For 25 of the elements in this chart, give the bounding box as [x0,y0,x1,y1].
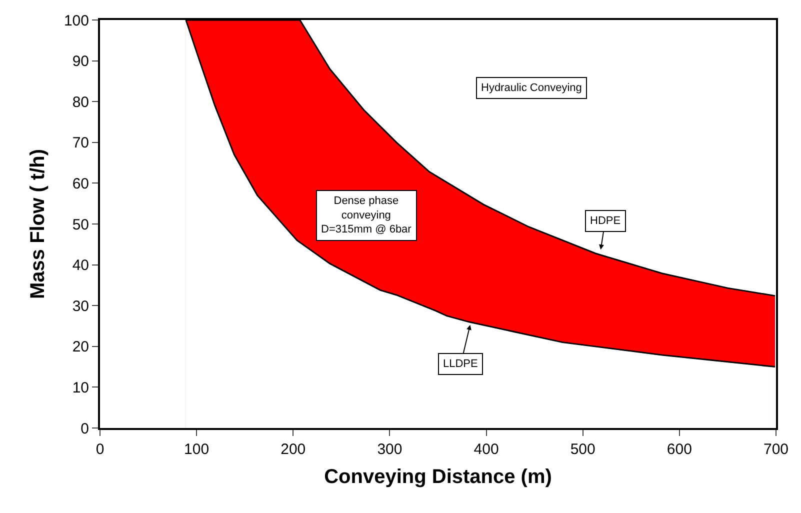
y-tick-label: 30 [72,298,89,315]
x-tick-label: 500 [570,441,596,458]
y-tick-label: 40 [72,257,89,274]
annotation: LLDPE [443,358,478,370]
x-tick-label: 0 [96,441,104,458]
y-tick-label: 60 [72,175,89,192]
annotation: Dense phase conveying D=315mm @ 6bar [321,195,412,236]
x-axis-title: Conveying Distance (m) [324,466,552,488]
x-tick-label: 700 [763,441,789,458]
y-tick-label: 0 [80,420,89,438]
x-tick-label: 400 [474,441,499,458]
x-tick-label: 300 [377,441,402,458]
annotation: HDPE [590,215,621,227]
x-tick-label: 200 [280,441,306,458]
y-tick-label: 90 [72,53,89,70]
x-tick-label: 100 [184,441,210,458]
x-tick-label: 600 [666,441,692,458]
y-tick-label: 80 [72,94,89,111]
y-tick-label: 100 [64,12,89,30]
y-tick-label: 20 [72,338,89,356]
y-tick-label: 70 [72,134,89,152]
y-tick-label: 10 [72,379,89,396]
y-tick-label: 50 [72,216,89,234]
y-axis-title: Mass Flow ( t/h) [26,149,49,299]
annotation: Hydraulic Conveying [481,82,582,94]
